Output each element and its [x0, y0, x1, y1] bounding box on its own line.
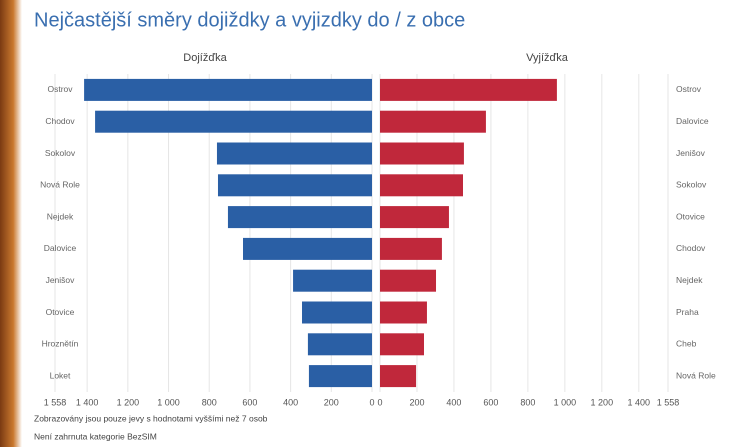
x-tick-label: 800	[202, 397, 217, 407]
x-tick-label: 400	[446, 397, 461, 407]
x-tick-label: 400	[283, 397, 298, 407]
category-label: Nejdek	[676, 275, 703, 285]
category-label: Cheb	[676, 339, 697, 349]
category-label: Jenišov	[46, 275, 76, 285]
x-tick-label: 1 000	[554, 397, 577, 407]
x-tick-label: 1 200	[591, 397, 614, 407]
bar	[243, 238, 372, 260]
category-label: Nová Role	[676, 370, 716, 380]
bar	[293, 270, 372, 292]
x-tick-label: 200	[324, 397, 339, 407]
x-tick-label: 0	[369, 397, 374, 407]
category-label: Praha	[676, 307, 699, 317]
category-label: Hroznětín	[42, 339, 79, 349]
category-label: Jenišov	[676, 148, 706, 158]
bar	[380, 143, 464, 165]
category-label: Loket	[50, 370, 71, 380]
bar	[217, 143, 372, 165]
footnote: Není zahrnuta kategorie BezSIM	[34, 431, 157, 441]
x-tick-label: 0	[377, 397, 382, 407]
chart-title: Vyjížďka	[526, 52, 569, 64]
bar	[380, 333, 424, 355]
bar	[380, 302, 427, 324]
x-tick-label: 600	[483, 397, 498, 407]
x-tick-label: 200	[409, 397, 424, 407]
bar	[380, 111, 486, 133]
category-label: Dalovice	[44, 243, 77, 253]
x-tick-label: 1 400	[628, 397, 651, 407]
x-tick-label: 800	[520, 397, 535, 407]
category-label: Dalovice	[676, 116, 709, 126]
category-label: Nová Role	[40, 180, 80, 190]
background-strip	[0, 0, 22, 447]
category-label: Ostrov	[47, 84, 73, 94]
bar	[302, 302, 372, 324]
chart-title: Dojížďka	[183, 52, 227, 64]
footnote: Zobrazovány jsou pouze jevy s hodnotami …	[34, 413, 268, 423]
x-tick-label: 600	[242, 397, 257, 407]
bar	[380, 365, 416, 387]
category-label: Chodov	[45, 116, 75, 126]
x-tick-label: 1 558	[44, 397, 67, 407]
category-label: Sokolov	[45, 148, 76, 158]
category-label: Otovice	[676, 211, 705, 221]
x-tick-label: 1 200	[117, 397, 140, 407]
bar	[308, 333, 372, 355]
x-tick-label: 1 400	[76, 397, 99, 407]
bar	[218, 174, 372, 196]
bar	[84, 79, 372, 101]
category-label: Ostrov	[676, 84, 702, 94]
bar	[380, 238, 442, 260]
x-tick-label: 1 558	[657, 397, 680, 407]
category-label: Sokolov	[676, 180, 707, 190]
bar	[309, 365, 372, 387]
bar	[95, 111, 372, 133]
category-label: Nejdek	[47, 211, 74, 221]
bar	[380, 174, 463, 196]
bar	[380, 206, 449, 228]
page-title: Nejčastější směry dojiždky a vyjizdky do…	[34, 9, 465, 31]
bar	[228, 206, 372, 228]
category-label: Otovice	[46, 307, 75, 317]
page: {"title": "Nejčastější směry dojiždky a …	[0, 0, 730, 447]
bar	[380, 270, 436, 292]
category-label: Chodov	[676, 243, 706, 253]
x-tick-label: 1 000	[157, 397, 180, 407]
chart: Nejčastější směry dojiždky a vyjizdky do…	[0, 0, 730, 447]
bar	[380, 79, 557, 101]
